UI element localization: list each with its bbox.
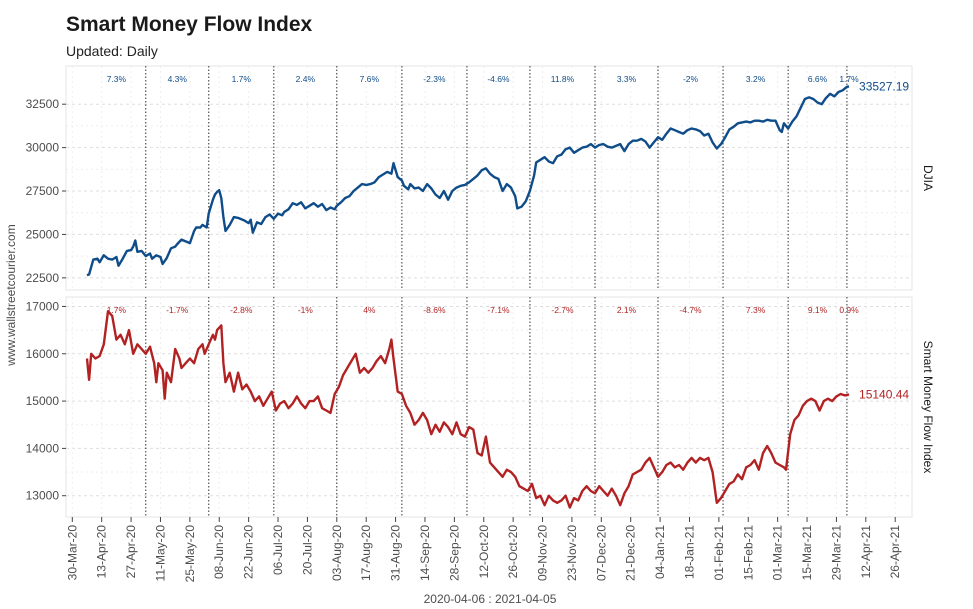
djia-monthly-change: 7.6%	[360, 74, 380, 84]
smfi-series-line	[85, 310, 850, 509]
x-tick-label: 30-Mar-20	[65, 525, 79, 581]
x-tick-label: 26-Apr-21	[888, 525, 902, 579]
x-tick-label: 28-Sep-20	[447, 525, 461, 581]
djia-monthly-change: 3.2%	[746, 74, 766, 84]
djia-monthly-change: 6.6%	[808, 74, 828, 84]
x-tick-label: 08-Jun-20	[212, 525, 226, 579]
djia-y-tick-label: 32500	[26, 97, 60, 111]
djia-strip	[913, 66, 935, 290]
djia-monthly-change: 3.3%	[617, 74, 637, 84]
x-tick-label: 07-Dec-20	[594, 525, 608, 581]
x-tick-label: 04-Jan-21	[653, 525, 667, 579]
smfi-monthly-change: 4%	[363, 305, 376, 315]
smfi-monthly-change: 2.1%	[617, 305, 637, 315]
x-tick-label: 31-Aug-20	[389, 525, 403, 581]
djia-monthly-change: -2.3%	[423, 74, 446, 84]
smfi-monthly-change: 0.9%	[839, 305, 859, 315]
smfi-y-tick-label: 16000	[26, 347, 60, 361]
smfi-y-tick-label: 17000	[26, 299, 60, 313]
djia-monthly-change: 1.7%	[839, 74, 859, 84]
djia-y-tick-label: 22500	[26, 271, 60, 285]
smfi-y-tick-label: 14000	[26, 441, 60, 455]
smfi-y-tick-label: 13000	[26, 489, 60, 503]
x-tick-label: 01-Mar-21	[771, 525, 785, 581]
x-tick-label: 12-Apr-21	[859, 525, 873, 579]
smfi-end-value: 15140.44	[859, 387, 909, 401]
x-tick-label: 29-Mar-21	[829, 525, 843, 581]
x-tick-label: 12-Oct-20	[477, 525, 491, 579]
djia-end-value: 33527.19	[859, 79, 909, 93]
x-tick-label: 18-Jan-21	[682, 525, 696, 579]
x-tick-label: 22-Jun-20	[242, 525, 256, 579]
djia-monthly-change: 1.7%	[232, 74, 252, 84]
smfi-monthly-change: -1%	[298, 305, 314, 315]
djia-y-tick-label: 30000	[26, 141, 60, 155]
chart-title: Smart Money Flow Index	[66, 13, 313, 36]
smfi-monthly-change: -4.7%	[679, 305, 702, 315]
smfi-monthly-change: 7.3%	[746, 305, 766, 315]
smfi-monthly-change: -2.7%	[551, 305, 574, 315]
djia-monthly-change: -2%	[683, 74, 699, 84]
x-tick-label: 06-Jul-20	[271, 525, 285, 575]
x-tick-label: 15-Mar-21	[800, 525, 814, 581]
watermark: www.wallstreetcourier.com	[4, 224, 18, 366]
x-axis-label: 2020-04-06 : 2021-04-05	[424, 592, 557, 606]
smfi-monthly-change: -2.8%	[230, 305, 253, 315]
x-tick-label: 14-Sep-20	[418, 525, 432, 581]
djia-y-tick-label: 25000	[26, 227, 60, 241]
djia-y-tick-label: 27500	[26, 184, 60, 198]
x-tick-label: 13-Apr-20	[95, 525, 109, 579]
smfi-strip-label: Smart Money Flow Index	[921, 341, 935, 474]
djia-monthly-change: 4.3%	[168, 74, 188, 84]
djia-strip-label: DJIA	[921, 165, 935, 191]
smfi-monthly-change: 1.7%	[107, 305, 127, 315]
chart-subtitle: Updated: Daily	[66, 43, 158, 59]
smfi-monthly-change: -7.1%	[487, 305, 510, 315]
x-tick-label: 15-Feb-21	[741, 525, 755, 581]
djia-monthly-change: 11.8%	[551, 74, 575, 84]
x-tick-label: 03-Aug-20	[330, 525, 344, 581]
smfi-y-tick-label: 15000	[26, 394, 60, 408]
djia-monthly-change: 2.4%	[296, 74, 316, 84]
x-tick-label: 01-Feb-21	[712, 525, 726, 581]
djia-monthly-change: -4.6%	[487, 74, 510, 84]
x-tick-label: 21-Dec-20	[624, 525, 638, 581]
x-tick-label: 20-Jul-20	[300, 525, 314, 575]
djia-panel	[65, 65, 913, 291]
smfi-panel	[65, 296, 913, 518]
djia-series-line	[86, 85, 850, 277]
x-tick-label: 09-Nov-20	[536, 525, 550, 581]
x-tick-label: 25-May-20	[183, 525, 197, 583]
smfi-strip	[913, 297, 935, 517]
smfi-monthly-change: -1.7%	[166, 305, 189, 315]
smfi-monthly-change: 9.1%	[808, 305, 828, 315]
djia-monthly-change: 7.3%	[107, 74, 127, 84]
x-tick-label: 27-Apr-20	[124, 525, 138, 579]
x-tick-label: 11-May-20	[153, 525, 167, 582]
smfi-monthly-change: -8.6%	[423, 305, 446, 315]
x-tick-label: 17-Aug-20	[359, 525, 373, 581]
x-tick-label: 26-Oct-20	[506, 525, 520, 579]
x-tick-label: 23-Nov-20	[565, 525, 579, 581]
